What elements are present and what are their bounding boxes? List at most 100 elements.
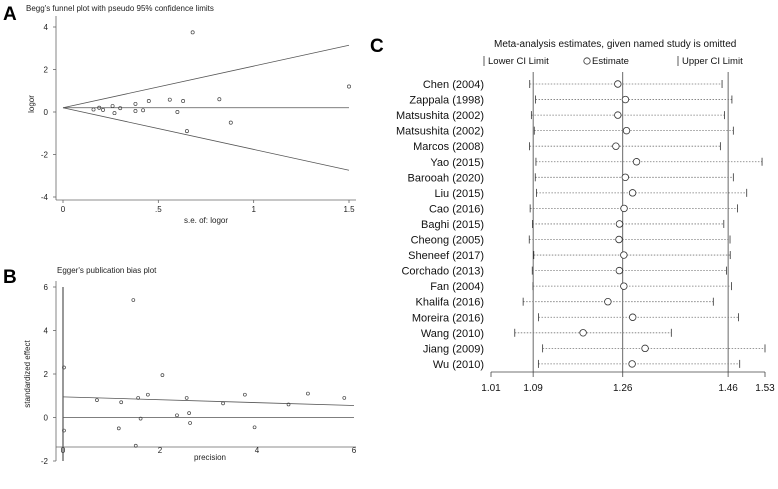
begg-point	[91, 107, 96, 112]
egger-point	[95, 398, 99, 402]
begg-point	[133, 108, 138, 113]
forest-estimate	[579, 329, 587, 337]
egger-point	[221, 401, 225, 406]
begg-point	[118, 106, 123, 111]
forest-estimate	[615, 235, 623, 244]
forest-estimate	[604, 298, 612, 306]
forest-study-row: Moreira (2016)	[412, 312, 739, 324]
begg-point	[110, 104, 115, 109]
forest-estimate	[614, 111, 622, 119]
legend-upper: Upper CI Limit	[682, 56, 743, 67]
forest-estimate	[621, 173, 630, 181]
forest-study-row: Baghi (2015)	[421, 219, 725, 231]
forest-study-name: Wang (2010)	[421, 328, 484, 340]
begg-point	[112, 111, 117, 116]
begg-point	[228, 120, 233, 125]
begg-xlabel: s.e. of: logor	[184, 216, 228, 225]
forest-estimate	[620, 251, 628, 259]
forest-title: Meta-analysis estimates, given named stu…	[494, 39, 736, 50]
panel-b-label: B	[3, 267, 17, 288]
forest-study-name: Cao (2016)	[429, 203, 484, 215]
forest-study-row: Khalifa (2016)	[416, 297, 714, 309]
egger-title: Egger's publication bias plot	[57, 266, 157, 275]
forest-study-name: Moreira (2016)	[412, 312, 484, 324]
forest-estimate	[628, 360, 636, 368]
forest-estimate	[620, 282, 628, 290]
egger-point	[133, 443, 138, 448]
egger-point	[62, 365, 66, 370]
begg-point	[97, 105, 102, 110]
forest-study-name: Corchado (2013)	[401, 266, 484, 278]
egger-point	[175, 413, 179, 418]
begg-point	[217, 97, 222, 102]
egger-point	[243, 392, 247, 397]
begg-title: Begg's funnel plot with pseudo 95% confi…	[26, 4, 214, 13]
legend-estimate: Estimate	[592, 56, 629, 67]
egger-regression-line	[62, 396, 355, 406]
forest-study-name: Matsushita (2002)	[396, 110, 484, 122]
begg-xtick-label: 0	[61, 205, 66, 214]
egger-xlabel: precision	[194, 453, 226, 462]
forest-estimate	[632, 158, 641, 166]
begg-point	[146, 98, 151, 103]
egger-xtick-label: 4	[255, 446, 260, 455]
egger-xtick-label: 2	[158, 446, 163, 455]
begg-ytick-label: -2	[41, 151, 49, 160]
forest-study-row: Matsushita (2002)	[396, 110, 725, 122]
egger-xtick-label: 6	[352, 446, 357, 455]
begg-point	[184, 129, 189, 134]
egger-point	[187, 411, 191, 415]
influence-forest-plot: Meta-analysis estimates, given named stu…	[396, 39, 775, 394]
egger-point	[119, 400, 124, 405]
egger-ylabel: standardized effect	[23, 339, 32, 407]
begg-point	[181, 98, 186, 103]
forest-study-row: Fan (2004)	[430, 281, 732, 293]
forest-study-name: Zappala (1998)	[409, 95, 484, 107]
begg-point	[101, 107, 105, 112]
forest-estimate	[612, 142, 620, 150]
forest-estimate	[621, 95, 630, 104]
egger-point	[286, 402, 291, 407]
forest-study-name: Barooah (2020)	[408, 172, 484, 184]
begg-ytick-label: 4	[44, 23, 49, 32]
forest-study-name: Sheneef (2017)	[408, 250, 484, 262]
forest-estimate	[622, 126, 631, 135]
egger-point	[160, 373, 165, 377]
forest-study-row: Marcos (2008)	[413, 141, 721, 153]
forest-study-name: Wu (2010)	[433, 359, 484, 371]
forest-estimate	[615, 220, 624, 228]
forest-estimate	[628, 189, 637, 197]
forest-study-name: Matsushita (2002)	[396, 126, 484, 138]
forest-estimate	[641, 344, 649, 353]
legend-estimate-marker	[583, 57, 591, 65]
panel-c-label: C	[370, 36, 384, 57]
forest-study-row: Barooah (2020)	[408, 172, 734, 184]
forest-study-row: Liu (2015)	[434, 188, 748, 200]
forest-study-row: Wu (2010)	[433, 359, 741, 371]
forest-study-row: Cheong (2005)	[411, 235, 731, 247]
forest-study-row: Wang (2010)	[421, 328, 672, 340]
egger-ytick-label: 2	[44, 370, 49, 379]
begg-xtick-label: 1.5	[343, 205, 355, 214]
forest-study-row: Matsushita (2002)	[396, 126, 734, 138]
egger-point	[138, 416, 143, 421]
forest-estimate	[615, 266, 624, 275]
begg-ytick-label: -4	[41, 193, 49, 202]
begg-xtick-label: 1	[251, 205, 256, 214]
forest-xtick-label: 1.01	[481, 383, 501, 394]
egger-point	[188, 421, 192, 425]
forest-estimate	[614, 80, 622, 88]
forest-study-name: Liu (2015)	[434, 188, 484, 200]
begg-point	[141, 108, 146, 113]
forest-estimate	[620, 204, 628, 213]
forest-study-row: Zappala (1998)	[409, 95, 733, 107]
egger-ytick-label: 4	[44, 327, 49, 336]
egger-point	[146, 392, 150, 397]
begg-ylabel: logor	[27, 95, 36, 113]
egger-point	[136, 396, 141, 400]
forest-xtick-label: 1.09	[523, 383, 543, 394]
forest-study-row: Chen (2004)	[423, 79, 723, 91]
forest-xtick-label: 1.46	[718, 383, 738, 394]
forest-study-row: Sheneef (2017)	[408, 250, 731, 262]
forest-study-name: Chen (2004)	[423, 79, 484, 91]
